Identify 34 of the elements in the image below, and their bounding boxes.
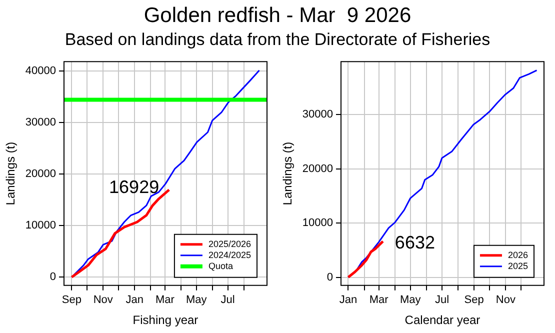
x-tick-label: Jul [220, 294, 235, 306]
x-tick-label: May [186, 294, 208, 306]
chart-title: Golden redfish - Mar 9 2026 [142, 3, 412, 28]
x-tick-label: Nov [496, 294, 516, 306]
x-tick-label: May [400, 294, 422, 306]
chart-subtitle: Based on landings data from the Directorate of Fisheries [64, 30, 492, 50]
x-tick-label: Jan [339, 294, 358, 306]
legend-label: 2024/2025 [208, 250, 252, 260]
x-axis-title: Calendar year [404, 313, 480, 328]
annotation: 6632 [394, 232, 435, 252]
annotation: 16929 [109, 176, 160, 197]
x-tick-label: Jul [434, 294, 450, 306]
y-tick-label: 10000 [25, 220, 56, 232]
y-tick-label: 0 [50, 271, 56, 284]
legend-label: 2025 [508, 260, 528, 271]
x-tick-label: Sep [464, 294, 484, 306]
legend-label: Quota [208, 260, 233, 271]
y-tick-label: 30000 [25, 116, 56, 128]
y-tick-label: 40000 [25, 64, 56, 77]
y-tick-label: 10000 [302, 217, 333, 230]
y-axis-title: Landings (t) [280, 142, 295, 206]
legend-label: 2025/2026 [208, 238, 252, 249]
y-tick-label: 20000 [25, 168, 56, 180]
x-axis-title: Fishing year [132, 313, 198, 328]
x-tick-label: Sep [62, 294, 82, 306]
y-tick-label: 30000 [302, 108, 333, 121]
y-tick-label: 20000 [302, 162, 333, 175]
y-axis-title: Landings (t) [4, 142, 18, 206]
x-tick-label: Mar [369, 294, 389, 306]
x-tick-label: Nov [93, 294, 114, 306]
x-tick-label: Mar [156, 294, 175, 306]
x-tick-label: Jan [126, 294, 144, 306]
y-tick-label: 0 [326, 271, 333, 284]
legend-label: 2026 [508, 250, 528, 260]
